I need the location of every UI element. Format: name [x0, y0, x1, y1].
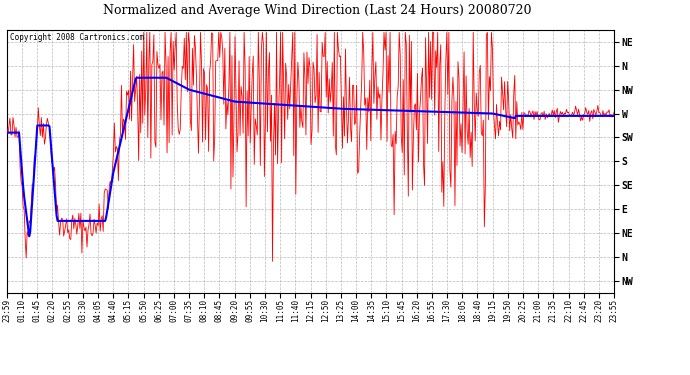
Text: Copyright 2008 Cartronics.com: Copyright 2008 Cartronics.com [10, 33, 144, 42]
Text: Normalized and Average Wind Direction (Last 24 Hours) 20080720: Normalized and Average Wind Direction (L… [103, 4, 532, 17]
